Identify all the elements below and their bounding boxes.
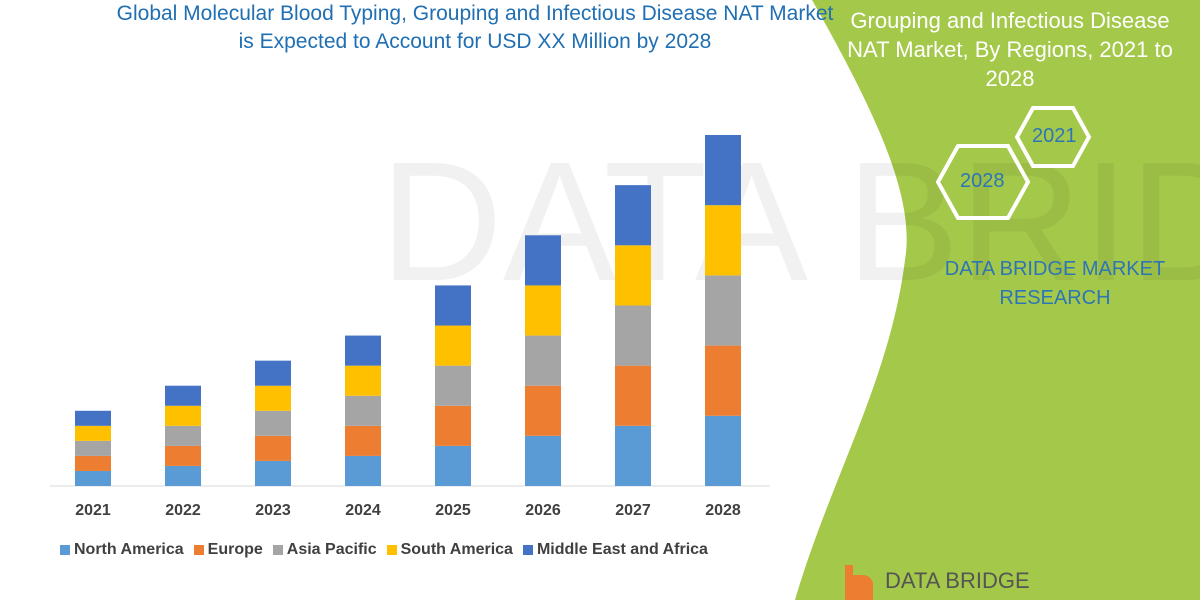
brand-text: DATA BRIDGE MARKET RESEARCH bbox=[944, 258, 1166, 309]
bar-2028-south-america bbox=[705, 205, 741, 276]
bar-2021-south-america bbox=[75, 425, 111, 441]
bar-2028-europe bbox=[705, 345, 741, 416]
x-tick-label: 2026 bbox=[525, 502, 561, 519]
bar-2022-middle-east-and-africa bbox=[165, 385, 201, 406]
x-tick-label: 2022 bbox=[165, 502, 201, 519]
bar-2024-middle-east-and-africa bbox=[345, 335, 381, 366]
legend: North America Europe Asia Pacific South Ame… bbox=[60, 541, 708, 559]
hex-label-2028: 2028 bbox=[960, 170, 1005, 192]
bar-2026-north-america bbox=[525, 435, 561, 486]
legend-item: South America bbox=[386, 541, 513, 559]
legend-label: Asia Pacific bbox=[286, 541, 377, 558]
bar-2022-asia-pacific bbox=[165, 425, 201, 446]
bar-2021-asia-pacific bbox=[75, 440, 111, 456]
logo-text: DATA BRIDGE bbox=[885, 568, 1030, 593]
bar-2021-north-america bbox=[75, 470, 111, 486]
bar-2028-middle-east-and-africa bbox=[705, 135, 741, 206]
bar-2025-north-america bbox=[435, 445, 471, 486]
side-title: Grouping and Infectious Disease NAT Mark… bbox=[847, 8, 1173, 91]
bar-2027-asia-pacific bbox=[615, 305, 651, 366]
bar-2026-south-america bbox=[525, 285, 561, 336]
x-tick-label: 2023 bbox=[255, 502, 291, 519]
bar-2022-europe bbox=[165, 445, 201, 466]
bar-2027-south-america bbox=[615, 245, 651, 306]
hex-label-2021: 2021 bbox=[1032, 125, 1077, 147]
x-tick-label: 2024 bbox=[345, 502, 381, 519]
green-side-panel bbox=[795, 0, 1200, 600]
x-tick-label: 2025 bbox=[435, 502, 471, 519]
x-tick-label: 2028 bbox=[705, 502, 741, 519]
bar-2024-north-america bbox=[345, 455, 381, 486]
bar-2027-north-america bbox=[615, 425, 651, 486]
bar-2023-south-america bbox=[255, 385, 291, 411]
bar-2022-south-america bbox=[165, 405, 201, 426]
bar-2026-middle-east-and-africa bbox=[525, 235, 561, 286]
x-tick-label: 2027 bbox=[615, 502, 651, 519]
legend-label: Middle East and Africa bbox=[536, 541, 708, 558]
legend-swatch bbox=[60, 545, 70, 555]
bar-2024-asia-pacific bbox=[345, 395, 381, 426]
legend-swatch bbox=[522, 545, 533, 555]
legend-swatch bbox=[386, 545, 397, 555]
bar-2025-south-america bbox=[435, 325, 471, 366]
legend-item: Europe bbox=[193, 541, 263, 559]
watermark: DATA BRIDGE bbox=[380, 127, 1200, 317]
chart-title: Global Molecular Blood Typing, Grouping … bbox=[116, 2, 834, 53]
hexagon-2028 bbox=[935, 144, 1031, 220]
legend-label: Europe bbox=[207, 541, 263, 558]
bar-2023-europe bbox=[255, 435, 291, 461]
x-tick-label: 2021 bbox=[75, 502, 111, 519]
bar-2026-europe bbox=[525, 385, 561, 436]
legend-swatch bbox=[193, 545, 204, 555]
bar-2021-middle-east-and-africa bbox=[75, 410, 111, 426]
bar-2025-asia-pacific bbox=[435, 365, 471, 406]
bar-2028-north-america bbox=[705, 415, 741, 486]
legend-item: Asia Pacific bbox=[272, 541, 377, 559]
bar-2025-middle-east-and-africa bbox=[435, 285, 471, 326]
bar-2024-europe bbox=[345, 425, 381, 456]
bar-2022-north-america bbox=[165, 465, 201, 486]
bar-2027-europe bbox=[615, 365, 651, 426]
bar-2026-asia-pacific bbox=[525, 335, 561, 386]
bar-2024-south-america bbox=[345, 365, 381, 396]
bar-2028-asia-pacific bbox=[705, 275, 741, 346]
legend-item: North America bbox=[60, 541, 184, 559]
legend-swatch bbox=[272, 545, 283, 555]
bar-2021-europe bbox=[75, 455, 111, 471]
bar-2023-asia-pacific bbox=[255, 410, 291, 436]
bar-2023-north-america bbox=[255, 460, 291, 486]
logo-icon bbox=[845, 565, 873, 600]
bar-2025-europe bbox=[435, 405, 471, 446]
bar-2027-middle-east-and-africa bbox=[615, 185, 651, 246]
hexagon-2021 bbox=[1014, 106, 1092, 168]
legend-label: North America bbox=[74, 541, 184, 558]
legend-item: Middle East and Africa bbox=[522, 541, 708, 559]
bar-2023-middle-east-and-africa bbox=[255, 360, 291, 386]
legend-label: South America bbox=[400, 541, 513, 558]
